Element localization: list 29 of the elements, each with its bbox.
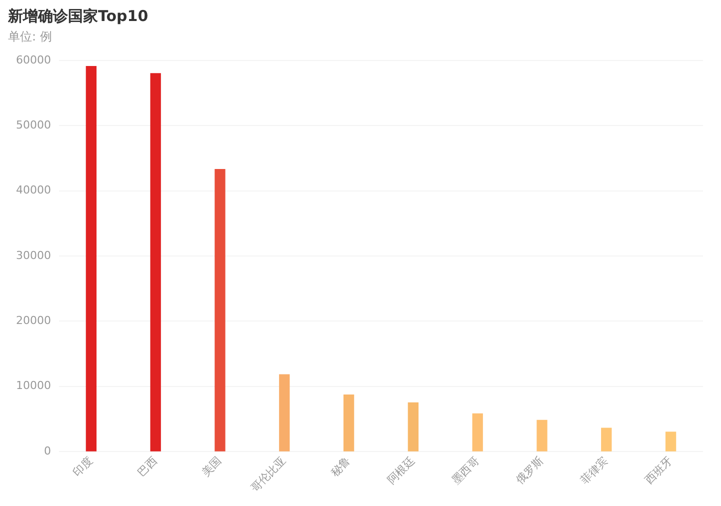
y-tick-label: 40000 <box>16 184 51 197</box>
x-tick-label: 俄罗斯 <box>514 454 546 487</box>
bar <box>150 73 161 452</box>
x-tick-label: 西班牙 <box>642 454 675 487</box>
bar <box>343 394 354 452</box>
x-tick-label: 秘鲁 <box>328 454 353 479</box>
y-tick-label: 50000 <box>16 118 51 132</box>
bar <box>408 402 419 452</box>
bar <box>214 168 226 452</box>
bar <box>86 66 97 452</box>
y-tick-label: 0 <box>44 444 51 458</box>
x-tick-label: 阿根廷 <box>384 454 418 487</box>
x-tick-label: 印度 <box>70 454 96 479</box>
x-tick-label: 美国 <box>199 454 224 479</box>
x-tick-label: 菲律宾 <box>578 454 611 487</box>
x-tick-label: 巴西 <box>134 454 160 479</box>
bar <box>536 420 548 452</box>
y-tick-label: 60000 <box>16 53 51 66</box>
y-tick-label: 30000 <box>16 248 51 262</box>
bar <box>472 413 483 452</box>
bar <box>601 428 612 452</box>
chart-subtitle: 单位: 例 <box>8 29 52 44</box>
bar <box>279 374 290 452</box>
y-tick-label: 20000 <box>16 314 51 328</box>
bar <box>665 432 676 452</box>
chart-title: 新增确诊国家Top10 <box>7 6 148 25</box>
x-tick-label: 墨西哥 <box>449 454 482 487</box>
y-tick-label: 10000 <box>16 379 51 392</box>
x-tick-label: 哥伦比亚 <box>248 454 289 494</box>
